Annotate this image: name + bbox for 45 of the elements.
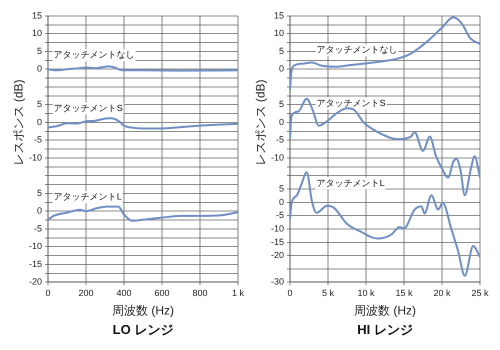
x-tick-label: 5 k (322, 288, 334, 298)
y-tick-label: 5 (36, 188, 42, 198)
line-series (48, 206, 238, 222)
text: LO レンジ (112, 322, 174, 337)
y-tick-label: -10 (270, 223, 284, 234)
y-tick-label: -15 (28, 258, 42, 269)
line-series (48, 117, 238, 130)
x-tick-label: 800 (192, 288, 208, 298)
x-axis-title: 周波数 (Hz) (354, 304, 416, 318)
series-label: アタッチメントS (316, 98, 386, 108)
x-tick-label: 200 (78, 288, 94, 298)
series-label: アタッチメントL (316, 178, 385, 188)
y-tick-label: -15 (270, 236, 284, 247)
x-tick-label: 25 k (471, 288, 490, 298)
y-tick-label: -10 (28, 241, 42, 252)
series-label: アタッチメントなし (316, 44, 398, 55)
y-tick-label: -20 (28, 276, 42, 287)
x-tick-label: 20 k (433, 288, 452, 298)
x-tick-label: 15 k (395, 288, 414, 298)
y3-tick-label: 10 (32, 28, 42, 38)
y2-axis-title: レスポンス (dB) (11, 79, 26, 166)
x-axis-title: 周波数 (Hz) (112, 304, 174, 318)
series-label: アタッチメントなし (54, 50, 135, 60)
y-tick-label: -5 (34, 223, 42, 234)
y-tick-label: -20 (270, 250, 284, 260)
text: HI レンジ (357, 322, 413, 337)
y-tick-label: -5 (276, 210, 284, 220)
series-label: アタッチメントL (54, 192, 122, 202)
y-tick-label: -30 (270, 276, 284, 287)
x-tick-label: 0 (45, 288, 51, 298)
line-series (290, 171, 480, 277)
x-tick-label: 1 k (232, 288, 244, 298)
series-label: アタッチメントS (54, 102, 123, 113)
x-tick-label: 10 k (357, 288, 376, 298)
y-tick-label: 0 (278, 196, 284, 207)
y3-tick-label: 15 (32, 10, 42, 20)
line-series (290, 98, 480, 196)
y2-axis-title: レスポンス (dB) (253, 79, 268, 166)
y-tick-label: 5 (278, 184, 284, 194)
y3-tick-label: 10 (274, 28, 284, 38)
x-tick-label: 0 (287, 288, 293, 298)
x-tick-label: 400 (116, 288, 132, 298)
y-tick-label: 0 (36, 206, 42, 216)
x-tick-label: 600 (154, 288, 170, 298)
y3-tick-label: 15 (274, 10, 284, 20)
